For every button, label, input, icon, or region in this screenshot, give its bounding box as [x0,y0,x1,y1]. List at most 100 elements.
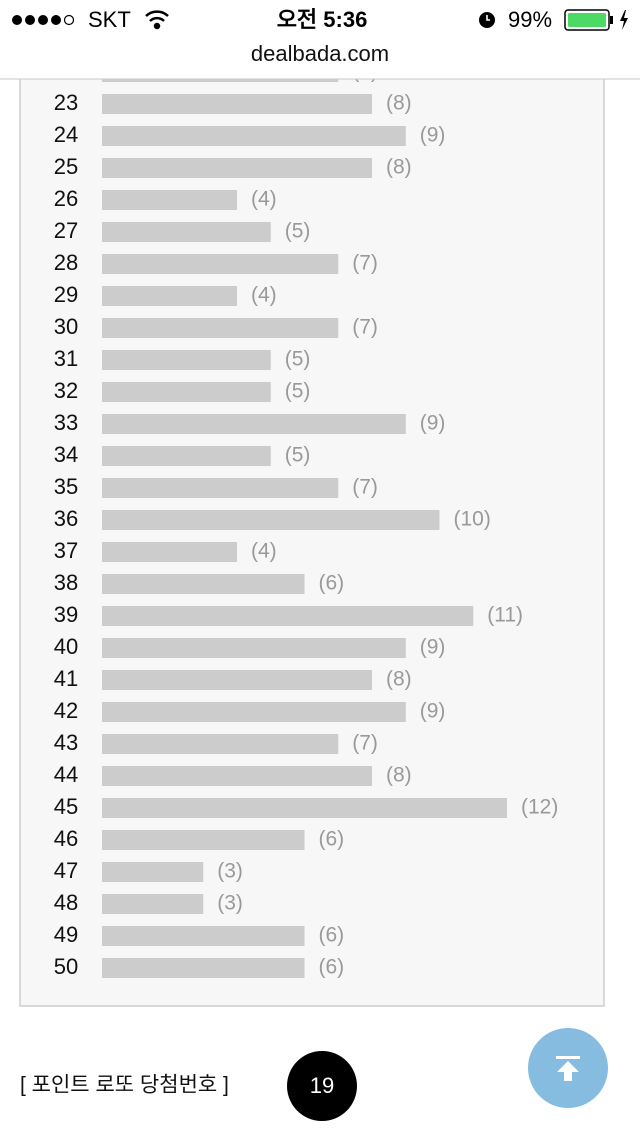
bar [102,94,372,114]
category-label: 46 [54,826,78,851]
category-label: 40 [54,634,78,659]
lotto-number: 19 [310,1073,334,1098]
chart: 22(7)23(8)24(9)25(8)26(4)27(5)28(7)29(4)… [54,58,559,979]
bar [102,702,406,722]
bar [102,318,339,338]
value-label: (5) [285,348,311,371]
value-label: (8) [386,156,412,179]
scroll-top-icon-arrow [557,1061,579,1081]
bar [102,350,271,370]
bar [102,126,406,146]
bar [102,670,372,690]
clock: 오전 5:36 [277,7,368,32]
bar [102,862,204,882]
value-label: (6) [319,572,345,595]
value-label: (5) [285,444,311,467]
scroll-top-button[interactable] [528,1028,608,1108]
header-bg [0,0,640,79]
value-label: (5) [285,380,311,403]
value-label: (6) [319,956,345,979]
value-label: (8) [386,764,412,787]
value-label: (7) [352,732,378,755]
category-label: 32 [54,378,78,403]
category-label: 30 [54,314,78,339]
category-label: 38 [54,570,78,595]
scroll-top-icon-bar [556,1056,580,1059]
category-label: 24 [54,122,78,147]
value-label: (12) [521,796,558,819]
value-label: (6) [319,924,345,947]
bar [102,766,372,786]
value-label: (9) [420,636,446,659]
category-label: 33 [54,410,78,435]
category-label: 35 [54,474,78,499]
bar [102,574,305,594]
lotto-ball [287,1051,357,1121]
bar [102,894,204,914]
value-label: (3) [217,860,243,883]
bar [102,286,237,306]
bar [102,158,372,178]
section-title: [ 포인트 로또 당첨번호 ] [20,1074,229,1097]
category-label: 29 [54,282,78,307]
bar [102,958,305,978]
wifi-icon [145,10,169,30]
category-label: 26 [54,186,78,211]
category-label: 42 [54,698,78,723]
battery-icon [564,9,628,31]
category-label: 25 [54,154,78,179]
bar [102,190,237,210]
value-label: (7) [352,316,378,339]
bar [102,446,271,466]
value-label: (4) [251,540,277,563]
bar [102,510,440,530]
category-label: 23 [54,90,78,115]
value-label: (8) [386,668,412,691]
category-label: 49 [54,922,78,947]
signal-icon [12,14,75,26]
category-label: 41 [54,666,78,691]
value-label: (4) [251,284,277,307]
category-label: 39 [54,602,78,627]
value-label: (9) [420,124,446,147]
alarm-icon [479,12,495,28]
value-label: (11) [487,604,523,627]
header: SKT 오전 5:36 99% dealbada.com [0,0,640,80]
value-label: (7) [352,252,378,275]
category-label: 44 [54,762,78,787]
category-label: 36 [54,506,78,531]
value-label: (8) [386,92,412,115]
value-label: (7) [352,476,378,499]
category-label: 45 [54,794,78,819]
value-label: (10) [454,508,491,531]
category-label: 47 [54,858,78,883]
category-label: 50 [54,954,78,979]
value-label: (3) [217,892,243,915]
category-label: 37 [54,538,78,563]
bar [102,542,237,562]
bar [102,478,339,498]
bar [102,254,339,274]
category-label: 43 [54,730,78,755]
bar [102,222,271,242]
category-label: 28 [54,250,78,275]
url[interactable]: dealbada.com [251,41,389,66]
category-label: 27 [54,218,78,243]
value-label: (6) [319,828,345,851]
bar [102,798,507,818]
value-label: (9) [420,700,446,723]
category-label: 34 [54,442,78,467]
value-label: (9) [420,412,446,435]
bar [102,830,305,850]
battery-percent: 99% [508,7,552,32]
bar [102,606,474,626]
category-label: 48 [54,890,78,915]
bar [102,926,305,946]
bar [102,638,406,658]
value-label: (4) [251,188,277,211]
carrier: SKT [88,7,131,32]
category-label: 31 [54,346,78,371]
bar [102,414,406,434]
